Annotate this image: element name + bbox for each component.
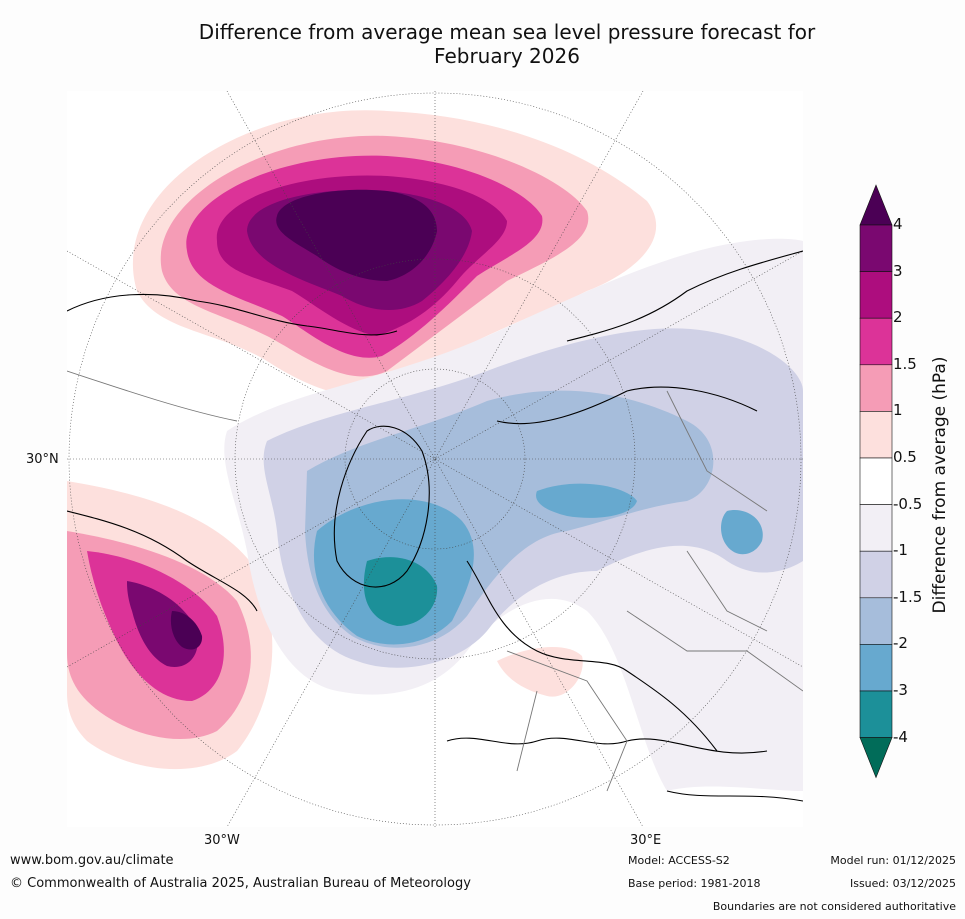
footer-url[interactable]: www.bom.gov.au/climate bbox=[10, 853, 174, 868]
footer-model: Model: ACCESS-S2 bbox=[628, 854, 730, 867]
colorbar-segment bbox=[859, 504, 893, 552]
colorbar-tick-label: 1.5 bbox=[893, 354, 917, 373]
colorbar-segment bbox=[859, 271, 893, 319]
footer-copyright: © Commonwealth of Australia 2025, Austra… bbox=[10, 876, 471, 891]
map-title: Difference from average mean sea level p… bbox=[120, 20, 894, 68]
colorbar-tick-label: 2 bbox=[893, 308, 903, 327]
negative-anomaly-eurasia bbox=[224, 238, 803, 791]
positive-anomaly-north-pacific bbox=[132, 110, 657, 398]
colorbar-segment bbox=[859, 550, 893, 599]
lon-label-30w: 30°W bbox=[204, 833, 240, 848]
colorbar-segment bbox=[859, 224, 893, 272]
colorbar-title: Difference from average (hPa) bbox=[930, 356, 950, 614]
colorbar-tick-label: 0.5 bbox=[893, 448, 917, 466]
title-line-1: Difference from average mean sea level p… bbox=[198, 20, 816, 44]
colorbar-segment bbox=[859, 597, 893, 645]
colorbar-segment bbox=[859, 457, 893, 505]
colorbar-tick-label: -1 bbox=[893, 541, 908, 560]
colorbar-tick-label: 3 bbox=[893, 261, 903, 280]
negative-anomaly-siberia bbox=[536, 483, 637, 518]
colorbar-segment bbox=[859, 317, 893, 366]
coastlines bbox=[67, 250, 803, 802]
footer-disclaimer: Boundaries are not considered authoritat… bbox=[712, 900, 956, 913]
map-svg bbox=[67, 91, 803, 827]
colorbar-tick-label: -4 bbox=[893, 727, 908, 746]
positive-anomaly-europe bbox=[497, 646, 583, 697]
positive-anomaly-northeast-pacific bbox=[67, 481, 273, 770]
graticule bbox=[67, 91, 803, 827]
colorbar-extension-bottom bbox=[859, 737, 893, 779]
lat-label-30n: 30°N bbox=[26, 452, 59, 467]
colorbar-tick-label: -3 bbox=[893, 681, 908, 699]
colorbar-segment bbox=[859, 644, 893, 692]
negative-anomaly-greenland bbox=[313, 499, 474, 645]
colorbar bbox=[859, 184, 893, 779]
footer-issued: Issued: 03/12/2025 bbox=[849, 877, 956, 890]
country-borders bbox=[67, 370, 803, 792]
colorbar-tick-label: -1.5 bbox=[893, 587, 923, 606]
footer-base-period: Base period: 1981-2018 bbox=[628, 877, 761, 890]
colorbar-extension-top bbox=[859, 184, 893, 226]
colorbar-tick-label: 4 bbox=[893, 215, 903, 233]
title-line-2: February 2026 bbox=[434, 44, 580, 68]
footer-model-run: Model run: 01/12/2025 bbox=[830, 854, 956, 867]
colorbar-tick-label: -2 bbox=[893, 634, 908, 653]
lon-label-30e: 30°E bbox=[630, 833, 662, 848]
colorbar-segment bbox=[859, 690, 893, 738]
colorbar-segment bbox=[859, 411, 893, 459]
colorbar-segment bbox=[859, 364, 893, 412]
anomaly-map bbox=[67, 91, 803, 827]
colorbar-tick-label: -0.5 bbox=[893, 494, 923, 513]
negative-anomaly-east-asia bbox=[721, 510, 763, 555]
colorbar-tick-label: 1 bbox=[893, 401, 903, 420]
